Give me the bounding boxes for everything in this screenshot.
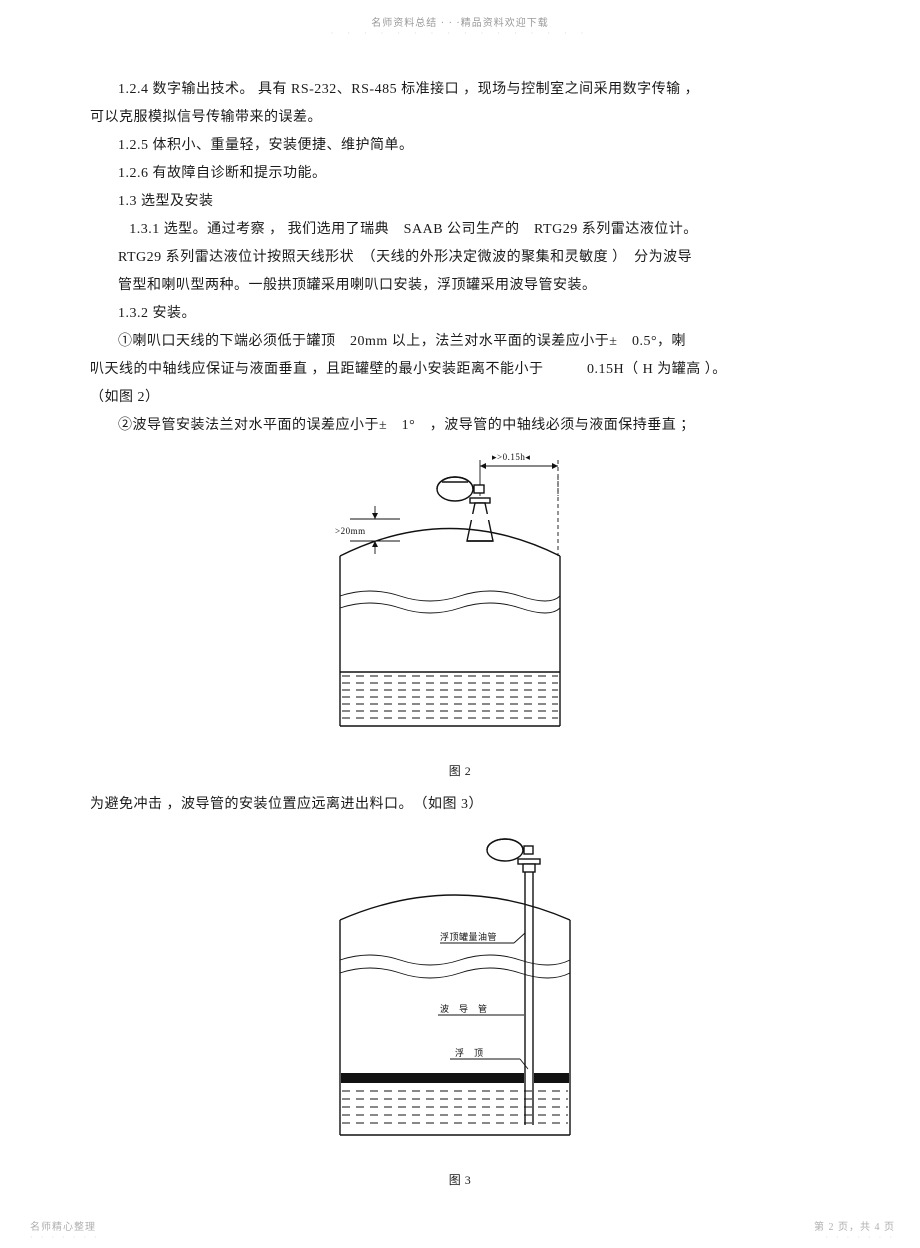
- figure-2: ▸>0.15h◂: [90, 446, 830, 783]
- fig2-label-20mm: >20mm: [335, 526, 366, 536]
- para-item-2: ②波导管安装法兰对水平面的误差应小于± 1° ，波导管的中轴线必须与液面保持垂直…: [90, 412, 830, 440]
- fig2-label-015h: ▸>0.15h◂: [492, 452, 530, 462]
- para-item-1b: 叭天线的中轴线应保证与液面垂直 ，且距罐壁的最小安装距离不能小于 0.15H（ …: [90, 356, 830, 384]
- fig3-label-c: 浮 顶: [455, 1047, 484, 1058]
- para-1-3-2: 1.3.2 安装。: [90, 300, 830, 328]
- fig3-label-a: 浮顶罐量油管: [440, 931, 497, 942]
- para-rtg29-b: 管型和喇叭型两种。一般拱顶罐采用喇叭口安装，浮顶罐采用波导管安装。: [90, 272, 830, 300]
- figure-3-svg: 浮顶罐量油管 波 导 管 浮 顶: [280, 825, 640, 1155]
- figure-3-caption: 图 3: [90, 1168, 830, 1192]
- para-item-1c: （如图 2）: [90, 384, 830, 412]
- page-header-dots: · · · · · · · · · · · · · · · ·: [0, 26, 920, 42]
- figure-3: 浮顶罐量油管 波 导 管 浮 顶: [90, 825, 830, 1192]
- figure-2-svg: ▸>0.15h◂: [280, 446, 640, 746]
- para-1-3-1: 1.3.1 选型。通过考察 ， 我们选用了瑞典 SAAB 公司生产的 RTG29…: [90, 216, 830, 244]
- document-page: 名师资料总结 · · ·精品资料欢迎下载 · · · · · · · · · ·…: [0, 0, 920, 1248]
- para-item-1a: ①喇叭口天线的下端必须低于罐顶 20mm 以上，法兰对水平面的误差应小于± 0.…: [90, 328, 830, 356]
- footer-dots-left: · · · · · · ·: [30, 1230, 100, 1246]
- para-1-2-4-a: 1.2.4 数字输出技术。 具有 RS-232、RS-485 标准接口 ，现场与…: [90, 76, 830, 104]
- para-1-3: 1.3 选型及安装: [90, 188, 830, 216]
- footer-dots-right: · · · · · · ·: [825, 1230, 895, 1246]
- para-rtg29-a: RTG29 系列雷达液位计按照天线形状 （天线的外形决定微波的聚集和灵敏度 ） …: [90, 244, 830, 272]
- para-after-fig2: 为避免冲击 ，波导管的安装位置应远离进出料口。 （如图 3）: [90, 791, 830, 819]
- body-text: 1.2.4 数字输出技术。 具有 RS-232、RS-485 标准接口 ，现场与…: [90, 76, 830, 1192]
- figure-2-caption: 图 2: [90, 759, 830, 783]
- para-1-2-4-b: 可以克服模拟信号传输带来的误差。: [90, 104, 830, 132]
- para-1-2-5: 1.2.5 体积小、重量轻，安装便捷、维护简单。: [90, 132, 830, 160]
- para-1-2-6: 1.2.6 有故障自诊断和提示功能。: [90, 160, 830, 188]
- fig3-label-b: 波 导 管: [440, 1003, 488, 1014]
